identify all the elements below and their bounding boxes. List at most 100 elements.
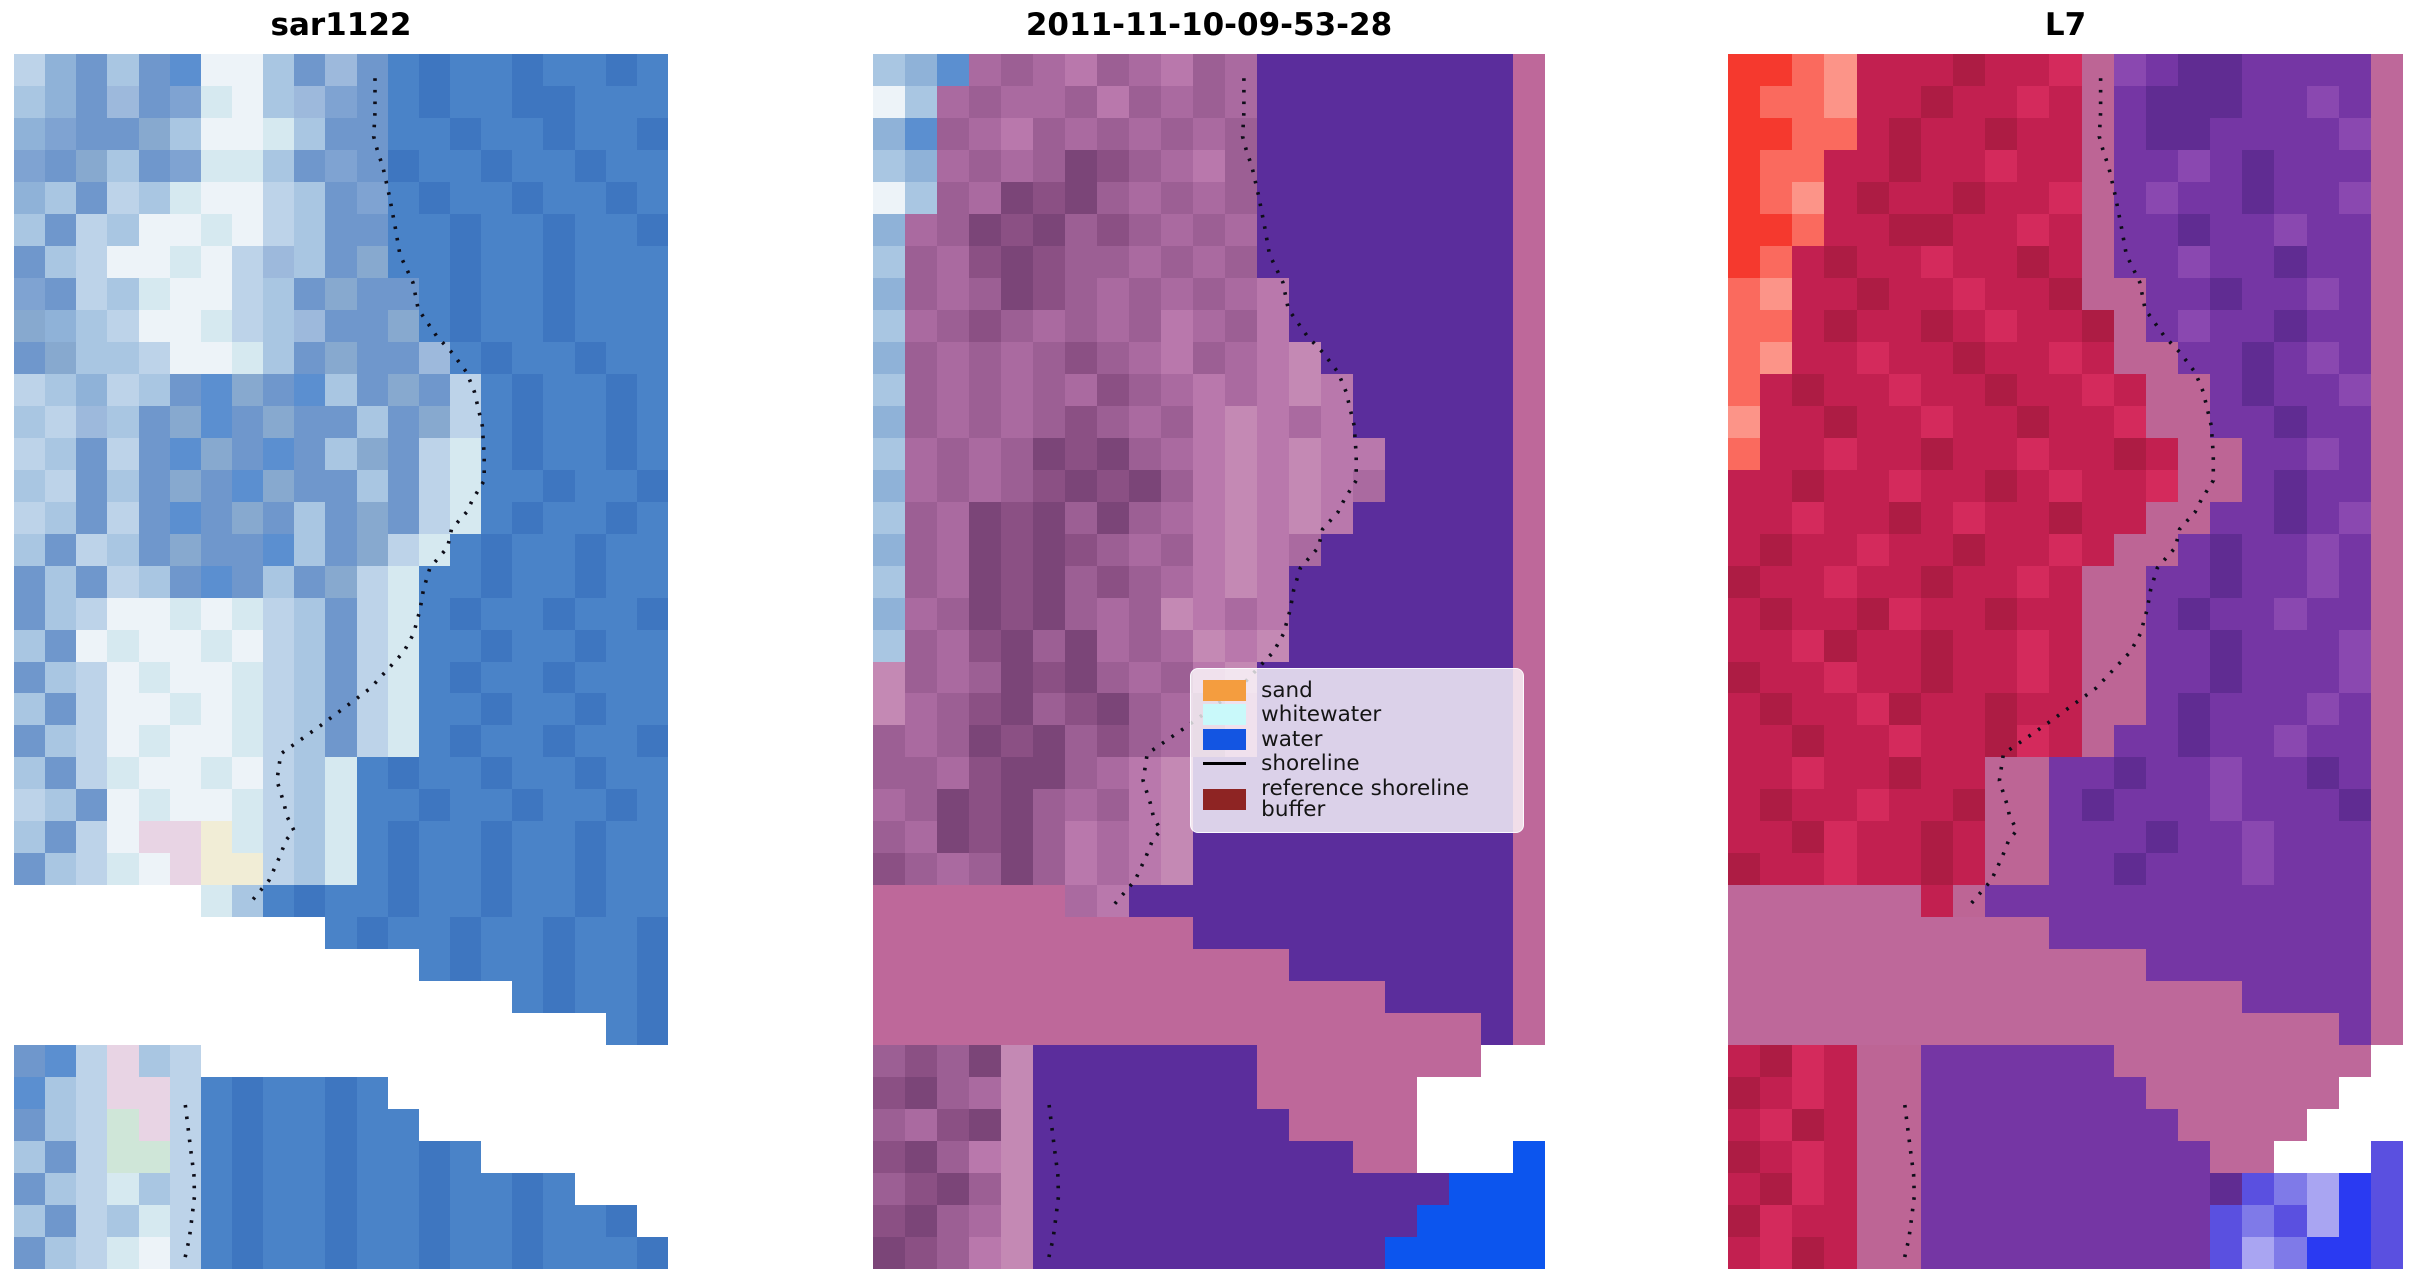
image-pixel bbox=[2242, 341, 2275, 374]
image-pixel bbox=[1097, 1141, 1129, 1174]
image-pixel bbox=[418, 501, 450, 534]
image-pixel bbox=[325, 821, 357, 854]
image-pixel bbox=[356, 1237, 388, 1269]
image-pixel bbox=[543, 181, 575, 214]
image-pixel bbox=[1289, 917, 1321, 950]
image-pixel bbox=[263, 405, 295, 438]
image-pixel bbox=[418, 1141, 450, 1174]
image-pixel bbox=[1001, 277, 1033, 310]
image-pixel bbox=[905, 437, 937, 470]
image-pixel bbox=[1257, 1013, 1289, 1046]
image-pixel bbox=[1001, 245, 1033, 278]
image-pixel bbox=[2242, 757, 2275, 790]
image-pixel bbox=[2210, 501, 2243, 534]
image-pixel bbox=[138, 1109, 170, 1142]
image-pixel bbox=[2049, 917, 2082, 950]
image-pixel bbox=[107, 469, 139, 502]
image-pixel bbox=[2274, 853, 2307, 886]
image-pixel bbox=[2113, 725, 2146, 758]
image-pixel bbox=[2370, 1013, 2403, 1046]
image-pixel bbox=[873, 277, 905, 310]
image-pixel bbox=[1065, 501, 1097, 534]
image-pixel bbox=[1449, 277, 1481, 310]
image-pixel bbox=[387, 949, 419, 982]
image-pixel bbox=[45, 54, 77, 86]
image-pixel bbox=[574, 213, 606, 246]
image-pixel bbox=[1321, 629, 1353, 662]
image-pixel bbox=[1824, 949, 1857, 982]
image-pixel bbox=[14, 181, 46, 214]
image-pixel bbox=[605, 853, 637, 886]
image-pixel bbox=[1920, 405, 1953, 438]
image-pixel bbox=[2113, 917, 2146, 950]
image-pixel bbox=[873, 501, 905, 534]
image-pixel bbox=[1888, 629, 1921, 662]
image-pixel bbox=[1225, 54, 1257, 86]
image-pixel bbox=[263, 341, 295, 374]
image-pixel bbox=[200, 277, 232, 310]
image-pixel bbox=[2113, 181, 2146, 214]
image-pixel bbox=[481, 853, 513, 886]
image-pixel bbox=[636, 501, 668, 534]
image-pixel bbox=[2242, 85, 2275, 118]
image-pixel bbox=[2145, 309, 2178, 342]
image-pixel bbox=[1033, 789, 1065, 822]
image-pixel bbox=[905, 1045, 937, 1078]
image-pixel bbox=[200, 597, 232, 630]
image-pixel bbox=[1193, 54, 1225, 86]
image-pixel bbox=[449, 917, 482, 950]
image-pixel bbox=[1792, 373, 1825, 406]
image-pixel bbox=[574, 789, 606, 822]
image-pixel bbox=[512, 757, 544, 790]
image-pixel bbox=[1001, 117, 1033, 150]
image-pixel bbox=[356, 789, 388, 822]
image-pixel bbox=[1856, 85, 1889, 118]
image-pixel bbox=[481, 725, 513, 758]
image-pixel bbox=[1888, 757, 1921, 790]
image-pixel bbox=[1065, 341, 1097, 374]
image-pixel bbox=[1760, 1205, 1793, 1238]
image-pixel bbox=[263, 1173, 295, 1206]
image-pixel bbox=[1161, 1237, 1193, 1269]
image-pixel bbox=[387, 405, 419, 438]
image-pixel bbox=[294, 1141, 326, 1174]
image-pixel bbox=[200, 949, 232, 982]
image-pixel bbox=[387, 917, 419, 950]
image-pixel bbox=[418, 309, 450, 342]
image-pixel bbox=[356, 1077, 388, 1110]
image-pixel bbox=[1449, 1141, 1481, 1174]
image-pixel bbox=[2081, 1237, 2114, 1269]
image-pixel bbox=[2177, 85, 2211, 118]
image-pixel bbox=[1257, 341, 1289, 374]
image-pixel bbox=[1033, 181, 1065, 214]
image-pixel bbox=[1193, 1141, 1225, 1174]
image-pixel bbox=[969, 1077, 1001, 1110]
image-pixel bbox=[2017, 693, 2050, 726]
image-pixel bbox=[2210, 469, 2243, 502]
image-pixel bbox=[1985, 629, 2018, 662]
image-pixel bbox=[1257, 1045, 1289, 1078]
image-pixel bbox=[231, 757, 264, 790]
image-pixel bbox=[1161, 1077, 1193, 1110]
image-pixel bbox=[2081, 821, 2114, 854]
image-pixel bbox=[2370, 1077, 2403, 1110]
image-pixel bbox=[1760, 405, 1793, 438]
image-pixel bbox=[1952, 54, 1986, 86]
image-pixel bbox=[356, 1109, 388, 1142]
image-pixel bbox=[2210, 1013, 2243, 1046]
image-pixel bbox=[45, 853, 77, 886]
image-pixel bbox=[1033, 501, 1065, 534]
image-pixel bbox=[1353, 341, 1385, 374]
image-pixel bbox=[387, 885, 419, 918]
image-pixel bbox=[1193, 469, 1225, 502]
image-pixel bbox=[1888, 341, 1921, 374]
image-pixel bbox=[1225, 1013, 1257, 1046]
image-pixel bbox=[1225, 981, 1257, 1014]
image-pixel bbox=[1792, 85, 1825, 118]
image-pixel bbox=[2242, 1077, 2275, 1110]
image-pixel bbox=[1257, 629, 1289, 662]
image-pixel bbox=[1321, 501, 1353, 534]
image-pixel bbox=[1513, 629, 1545, 662]
image-pixel bbox=[1417, 885, 1449, 918]
image-pixel bbox=[1353, 1077, 1385, 1110]
